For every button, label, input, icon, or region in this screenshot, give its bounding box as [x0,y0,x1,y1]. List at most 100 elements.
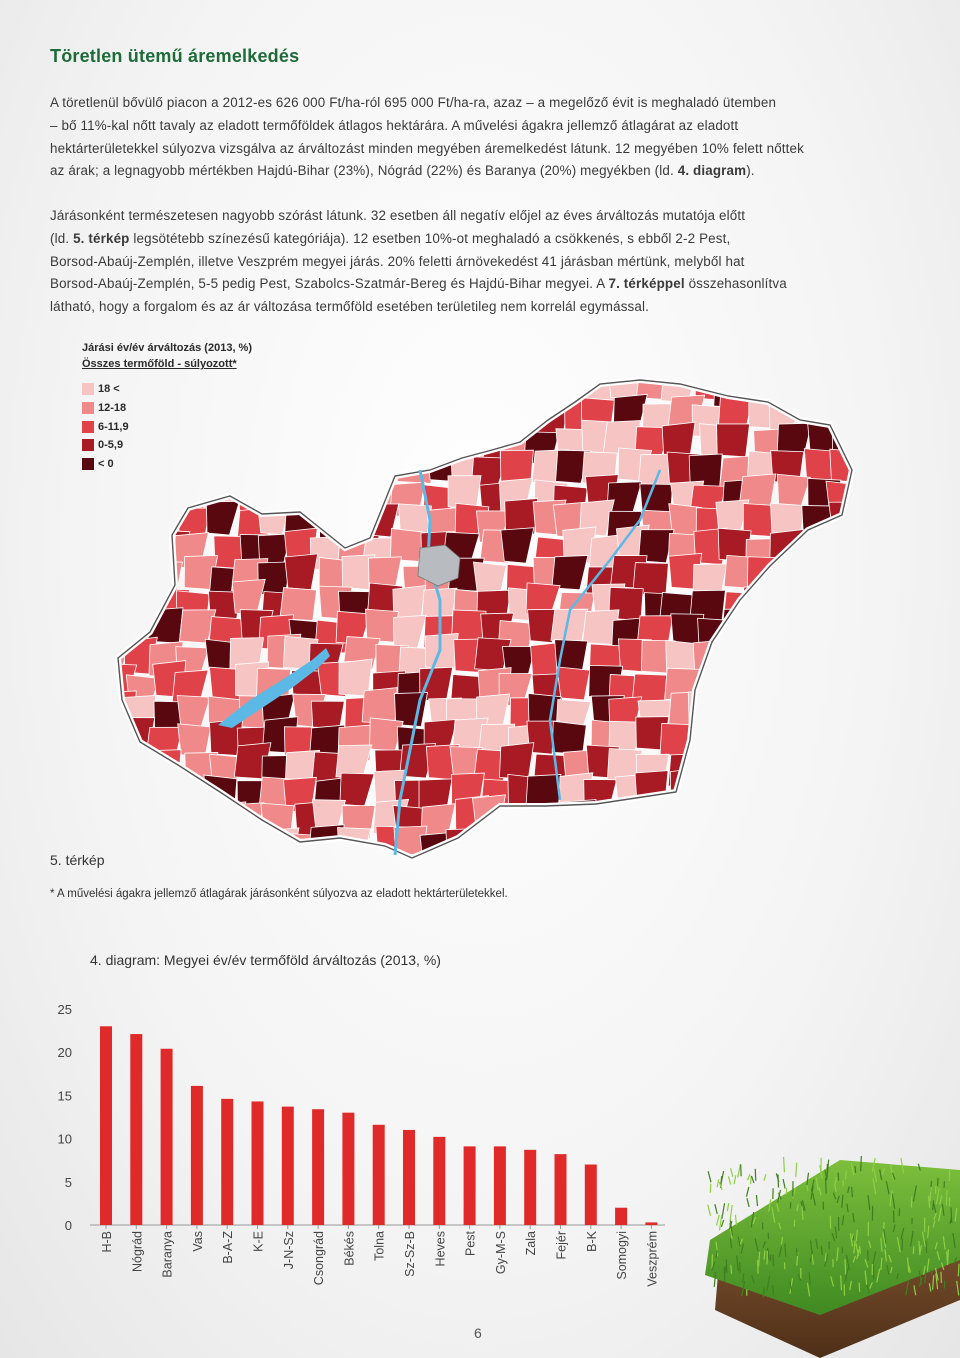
grass-blade [925,1240,928,1254]
district-cell [849,635,852,670]
district-cell [825,552,852,590]
grass-blade [757,1251,761,1267]
grass-blade [919,1245,922,1253]
bar [251,1101,264,1225]
text-span: legsötétebb színezésű kategóriája). 12 e… [129,230,731,246]
bar [190,1085,203,1225]
district-cell [320,860,353,872]
district-cell [806,589,841,624]
grass-blade [768,1199,772,1212]
district-cell [778,645,813,680]
text-span: az árak; a legnagyobb mértékben Hajdú-Bi… [50,163,678,179]
district-cell [802,755,837,790]
district-cell [828,855,852,858]
grass-blade [942,1236,946,1250]
grass-blade [847,1186,850,1194]
grass-blade [930,1269,933,1276]
grass-blade [718,1214,723,1231]
grass-blade [714,1204,718,1215]
paragraph-line: – bő 11%-kal nőtt tavaly az eladott term… [50,117,739,133]
district-cell [500,807,535,842]
district-cell [823,380,852,411]
district-cell [800,803,839,841]
district-cell [699,669,733,707]
grass-blade [866,1284,871,1294]
district-cell [287,426,323,464]
district-cell [177,723,212,758]
district-cell [344,474,382,509]
text-span: összehasonlítva [684,276,787,292]
district-cell [174,795,213,834]
district-cell [741,751,776,786]
district-cell [118,534,138,568]
grass-blade [727,1176,732,1185]
district-cell [689,776,724,811]
district-cell [205,500,240,536]
grass-blade [896,1236,901,1253]
district-cell [829,831,852,858]
grass-blade [750,1175,755,1184]
district-cell [776,422,813,458]
x-tick-label: Nógrád [130,1231,144,1272]
grass-blade [754,1168,757,1181]
district-cell [831,798,852,833]
legend-item: 0-5,9 [82,436,252,455]
x-tick-label: H-B [100,1231,114,1253]
district-cell [118,747,128,783]
paragraph-line: Járásonként természetesen nagyobb szórás… [50,208,746,223]
legend-label: 6-11,9 [98,420,129,433]
district-cell [533,807,568,841]
district-cell [824,638,852,676]
district-cell [371,419,407,458]
county-price-change-bar-chart: 0 5 10 15 20 25 H-B Nógrád Baranya Vas B-A-Z K-E J-N… [58,1002,665,1287]
district-cell [773,589,808,627]
district-cell [148,422,183,457]
district-cell [258,399,293,436]
grass-blade [836,1247,839,1262]
district-cell [848,859,860,872]
grass-blade [763,1173,767,1181]
x-tick-label: Tolna [373,1231,387,1261]
district-cell [801,634,836,673]
district-cell [642,855,677,858]
district-cell [743,669,778,704]
x-tick-label: Sz-Sz-B [403,1231,417,1277]
district-cell [236,380,271,403]
legend-item: 6-11,9 [82,417,252,436]
grass-blade [939,1195,943,1205]
y-tick-label: 5 [65,1175,72,1190]
district-cell [499,742,535,780]
bar [554,1154,567,1225]
district-cell [851,727,852,762]
grass-blade [885,1181,890,1195]
grass-blade [825,1177,827,1194]
district-cell [634,770,669,807]
y-tick-label: 20 [58,1045,72,1060]
legend-label: 12-18 [98,402,127,415]
map-reference: 5. térkép [73,230,130,246]
grass-blade [876,1268,881,1283]
grass-blade [818,1187,822,1196]
district-cell [603,833,641,858]
x-tick-label: Zala [524,1231,538,1255]
text-span: Borsod-Abaúj-Zemplén, 5-5 pedig Pest, Sz… [50,276,609,292]
district-cell [854,832,860,865]
district-cell [803,824,839,858]
grass-blade [858,1246,861,1255]
district-cell [824,392,852,427]
grass-blade [789,1281,793,1292]
grass-blade [720,1219,725,1228]
district-cell [128,535,164,573]
district-cell [556,835,591,858]
grass-blade [890,1164,894,1179]
district-cell [805,533,840,572]
y-tick-label: 25 [58,1002,72,1017]
grass-blade [824,1253,827,1262]
district-cell [776,473,811,508]
grass-blade [846,1203,849,1213]
map-reference: 7. térképpel [608,276,685,292]
district-cell [284,852,319,858]
district-cell [716,638,751,674]
district-cell [668,691,705,727]
grass-blade [707,1204,712,1216]
